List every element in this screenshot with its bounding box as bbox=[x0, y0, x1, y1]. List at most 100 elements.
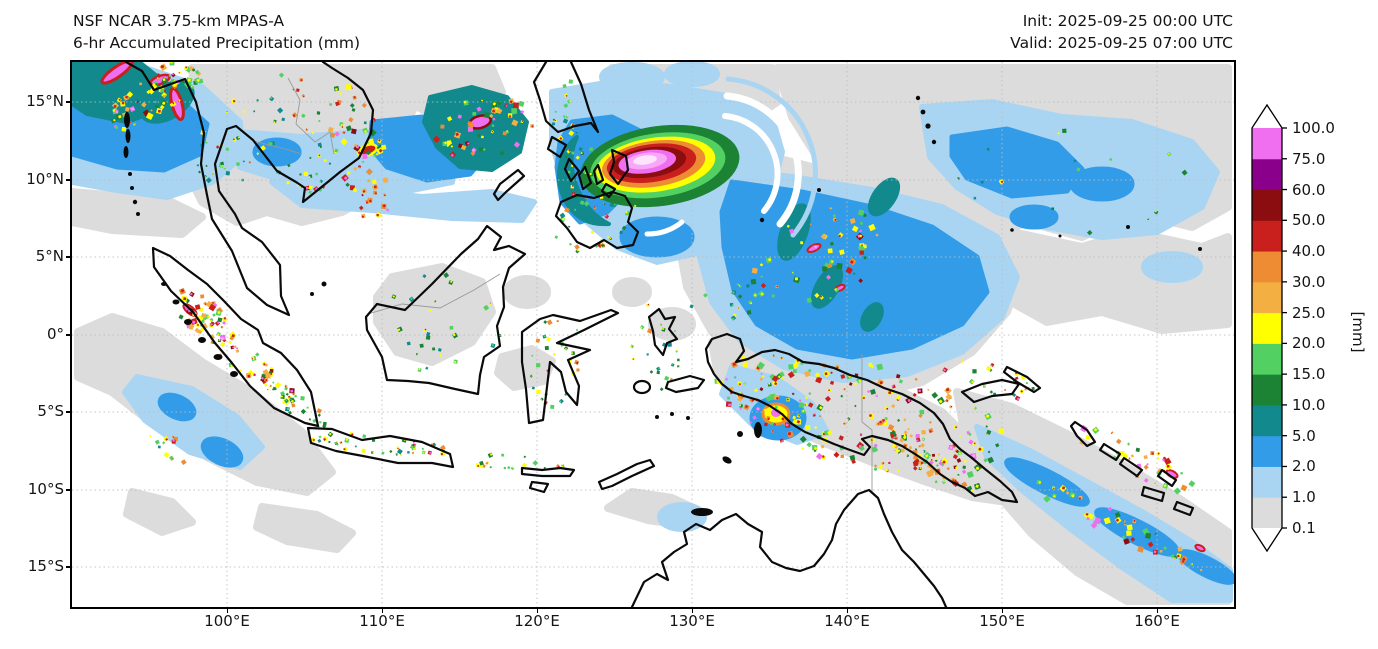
x-tick-mark bbox=[1156, 609, 1158, 613]
coast-santa-isabel bbox=[1118, 456, 1144, 478]
field-title: 6-hr Accumulated Precipitation (mm) bbox=[73, 34, 360, 52]
speckle-cluster-bismarck bbox=[942, 360, 1035, 402]
coast-new-guinea bbox=[704, 332, 1019, 504]
colorbar-tick-label: 1.0 bbox=[1292, 488, 1316, 507]
y-tick-label: 15°S bbox=[27, 557, 64, 575]
valid-time: Valid: 2025-09-25 07:00 UTC bbox=[1010, 34, 1233, 52]
colorbar-tick-label: 60.0 bbox=[1292, 180, 1326, 199]
y-tick-mark bbox=[66, 179, 70, 181]
colorbar-unit-label: [mm] bbox=[1349, 311, 1367, 353]
map-frame bbox=[70, 60, 1236, 609]
coast-mainland-sea bbox=[124, 62, 375, 317]
colorbar-segment bbox=[1252, 220, 1282, 252]
y-tick-mark bbox=[66, 489, 70, 491]
graticule bbox=[72, 62, 1234, 607]
x-tick-mark bbox=[536, 609, 538, 613]
coast-new-ireland bbox=[1002, 365, 1042, 394]
colorbar-tick-label: 25.0 bbox=[1292, 303, 1326, 322]
colorbar-extend-over bbox=[1252, 105, 1282, 128]
colorbar-segment bbox=[1252, 466, 1282, 498]
coast-sumba bbox=[528, 480, 550, 494]
coast-australia bbox=[630, 488, 948, 607]
coast-java bbox=[306, 426, 455, 469]
speckle-cluster-thailand-interior bbox=[225, 72, 376, 175]
coast-luzon bbox=[532, 62, 600, 134]
coast-timor bbox=[597, 458, 656, 491]
y-tick-label: 0° bbox=[46, 325, 64, 343]
colorbar-segment bbox=[1252, 189, 1282, 221]
small-islands bbox=[123, 95, 1202, 516]
time-block: Init: 2025-09-25 00:00 UTC Valid: 2025-0… bbox=[1010, 10, 1233, 54]
speckle-cluster-sumatra-spine bbox=[187, 311, 296, 408]
coast-panay bbox=[563, 157, 581, 183]
speckle-cluster-banda-scattered bbox=[689, 283, 759, 321]
x-tick-label: 110°E bbox=[359, 612, 405, 630]
colorbar-segment bbox=[1252, 435, 1282, 467]
x-tick-mark bbox=[691, 609, 693, 613]
speckle-cluster-sumatra-south bbox=[264, 381, 328, 431]
coast-bougainville bbox=[1069, 420, 1097, 448]
x-tick-label: 100°E bbox=[204, 612, 250, 630]
model-title: NSF NCAR 3.75-km MPAS-A bbox=[73, 12, 285, 30]
speckle-cluster-moluccas bbox=[630, 303, 680, 392]
colorbar-segment bbox=[1252, 128, 1282, 160]
init-time: Init: 2025-09-25 00:00 UTC bbox=[1022, 12, 1233, 30]
coast-buru bbox=[632, 379, 652, 395]
colorbar-tick-label: 15.0 bbox=[1292, 365, 1326, 384]
coast-seram bbox=[664, 374, 706, 394]
speckle-layer bbox=[110, 62, 1203, 572]
colorbar-segment bbox=[1252, 404, 1282, 437]
x-tick-mark bbox=[226, 609, 228, 613]
coast-new-britain bbox=[960, 378, 1021, 404]
colorbar-tick-label: 2.0 bbox=[1292, 457, 1316, 476]
speckle-cluster-se-of-typhoon bbox=[750, 207, 879, 303]
typhoon-spiral-bands bbox=[644, 76, 818, 238]
y-tick-mark bbox=[66, 334, 70, 336]
speckle-cluster-spcz-line bbox=[1036, 479, 1203, 572]
colorbar-segment bbox=[1252, 312, 1282, 344]
x-tick-label: 140°E bbox=[824, 612, 870, 630]
coast-malaita bbox=[1156, 468, 1178, 488]
coast-sumatra bbox=[151, 246, 320, 428]
coast-mindanao bbox=[554, 190, 640, 250]
x-tick-mark bbox=[381, 609, 383, 613]
speckle-cluster-west-of-luzon bbox=[432, 98, 534, 158]
colorbar bbox=[1251, 103, 1287, 553]
y-tick-label: 15°N bbox=[26, 92, 64, 110]
coast-negros bbox=[577, 165, 593, 191]
coast-bohol bbox=[600, 182, 617, 199]
title-block: NSF NCAR 3.75-km MPAS-A 6-hr Accumulated… bbox=[73, 10, 360, 54]
colorbar-segment bbox=[1252, 497, 1282, 529]
y-tick-mark bbox=[66, 101, 70, 103]
x-tick-label: 130°E bbox=[669, 612, 715, 630]
map-canvas bbox=[72, 62, 1234, 607]
colorbar-segment bbox=[1252, 281, 1282, 314]
x-tick-label: 120°E bbox=[514, 612, 560, 630]
y-tick-mark bbox=[66, 411, 70, 413]
colorbar-segment bbox=[1252, 374, 1282, 406]
speckle-cluster-ne-scattered bbox=[956, 128, 1188, 236]
colorbar-tick-label: 10.0 bbox=[1292, 395, 1326, 414]
coast-samar-leyte bbox=[608, 148, 630, 186]
coast-halmahera bbox=[647, 307, 679, 357]
colorbar-tick-label: 30.0 bbox=[1292, 272, 1326, 291]
coast-choiseul bbox=[1098, 442, 1122, 462]
colorbar-tick-label: 40.0 bbox=[1292, 242, 1326, 261]
x-tick-mark bbox=[846, 609, 848, 613]
y-tick-label: 5°N bbox=[35, 247, 64, 265]
coastlines bbox=[124, 62, 1195, 607]
y-tick-mark bbox=[66, 256, 70, 258]
colorbar-segment bbox=[1252, 251, 1282, 283]
colorbar-tick-label: 100.0 bbox=[1292, 119, 1335, 137]
speckle-cluster-indian-ocean bbox=[149, 434, 187, 466]
speckle-cluster-borneo bbox=[391, 272, 502, 373]
coast-guadalcanal bbox=[1140, 485, 1166, 503]
y-tick-mark bbox=[66, 566, 70, 568]
colorbar-segment bbox=[1252, 158, 1282, 191]
colorbar-segment bbox=[1252, 343, 1282, 375]
speckle-cluster-lesser-sunda bbox=[475, 452, 565, 471]
colorbar-tick-label: 75.0 bbox=[1292, 149, 1326, 168]
heavy-cell-highlights bbox=[100, 62, 1206, 553]
colorbar-extend-under bbox=[1252, 528, 1282, 551]
